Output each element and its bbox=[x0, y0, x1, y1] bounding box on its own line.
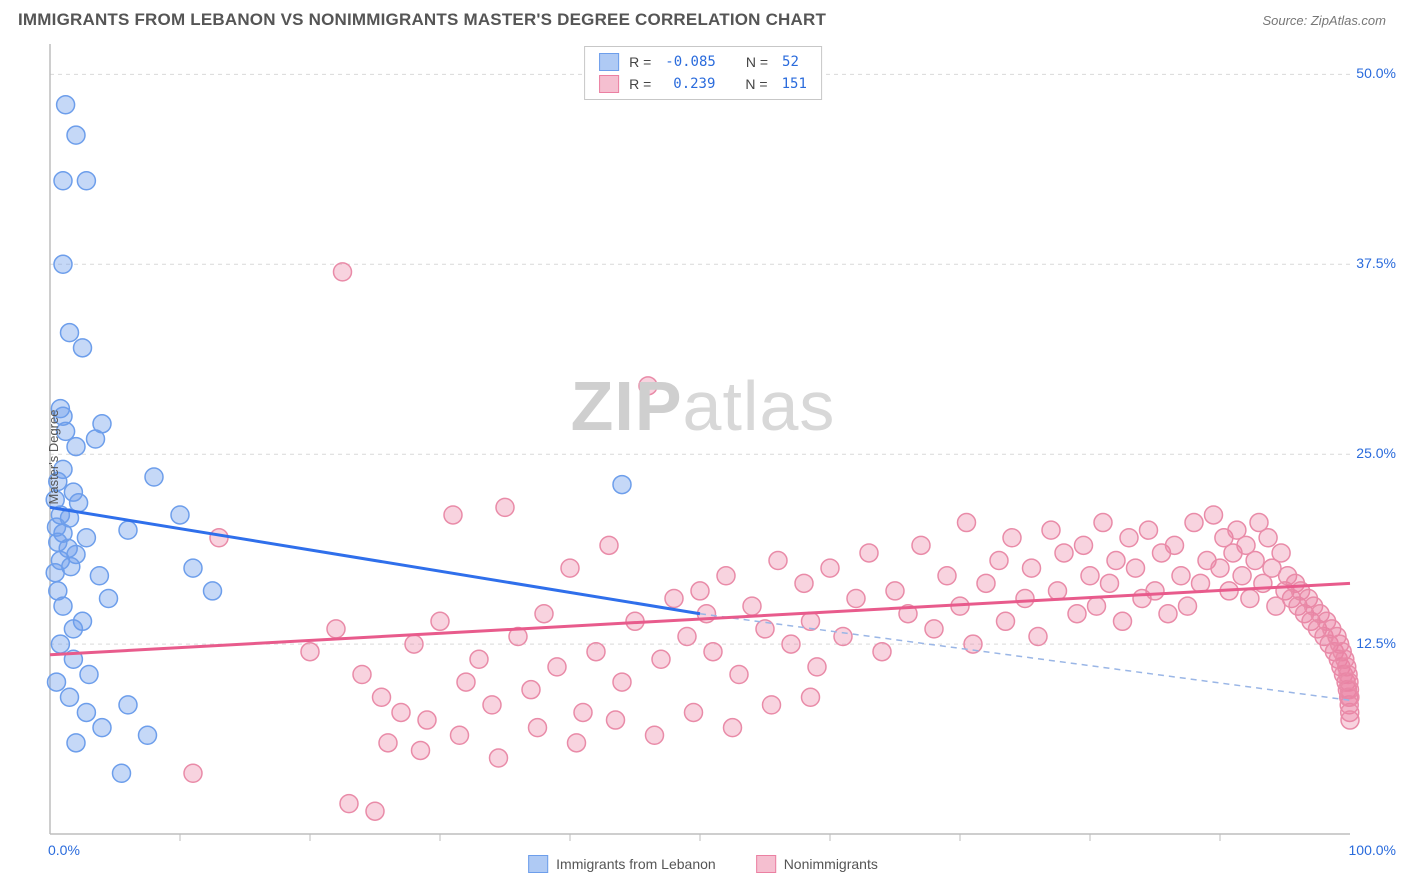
swatch-pink-icon bbox=[756, 855, 776, 873]
y-tick-label: 12.5% bbox=[1356, 635, 1396, 651]
stats-box: R = -0.085 N = 52 R = 0.239 N = 151 bbox=[584, 46, 822, 100]
n-label: N = bbox=[745, 73, 767, 95]
chart-container: Master's Degree ZIPatlas R = -0.085 N = … bbox=[0, 34, 1406, 879]
scatter-plot bbox=[0, 34, 1406, 879]
swatch-blue-icon bbox=[599, 53, 619, 71]
stats-row-pink: R = 0.239 N = 151 bbox=[599, 73, 807, 95]
chart-title: IMMIGRANTS FROM LEBANON VS NONIMMIGRANTS… bbox=[18, 10, 826, 30]
r-value-pink: 0.239 bbox=[661, 73, 715, 95]
n-value-pink: 151 bbox=[778, 73, 807, 95]
legend-item-blue: Immigrants from Lebanon bbox=[528, 855, 716, 873]
y-tick-label: 37.5% bbox=[1356, 255, 1396, 271]
y-axis-label: Master's Degree bbox=[46, 409, 61, 504]
legend-label-blue: Immigrants from Lebanon bbox=[556, 856, 716, 872]
r-label: R = bbox=[629, 73, 651, 95]
source-name: ZipAtlas.com bbox=[1311, 13, 1386, 28]
legend-item-pink: Nonimmigrants bbox=[756, 855, 878, 873]
y-tick-label: 25.0% bbox=[1356, 445, 1396, 461]
source-label: Source: ZipAtlas.com bbox=[1262, 13, 1386, 28]
stats-row-blue: R = -0.085 N = 52 bbox=[599, 51, 807, 73]
r-label: R = bbox=[629, 51, 651, 73]
legend-label-pink: Nonimmigrants bbox=[784, 856, 878, 872]
n-label: N = bbox=[746, 51, 768, 73]
x-tick-label: 100.0% bbox=[1349, 842, 1396, 858]
x-tick-label: 0.0% bbox=[48, 842, 80, 858]
bottom-legend: Immigrants from Lebanon Nonimmigrants bbox=[528, 855, 878, 873]
n-value-blue: 52 bbox=[778, 51, 799, 73]
y-tick-label: 50.0% bbox=[1356, 65, 1396, 81]
swatch-pink-icon bbox=[599, 75, 619, 93]
swatch-blue-icon bbox=[528, 855, 548, 873]
r-value-blue: -0.085 bbox=[661, 51, 716, 73]
source-prefix: Source: bbox=[1262, 13, 1310, 28]
